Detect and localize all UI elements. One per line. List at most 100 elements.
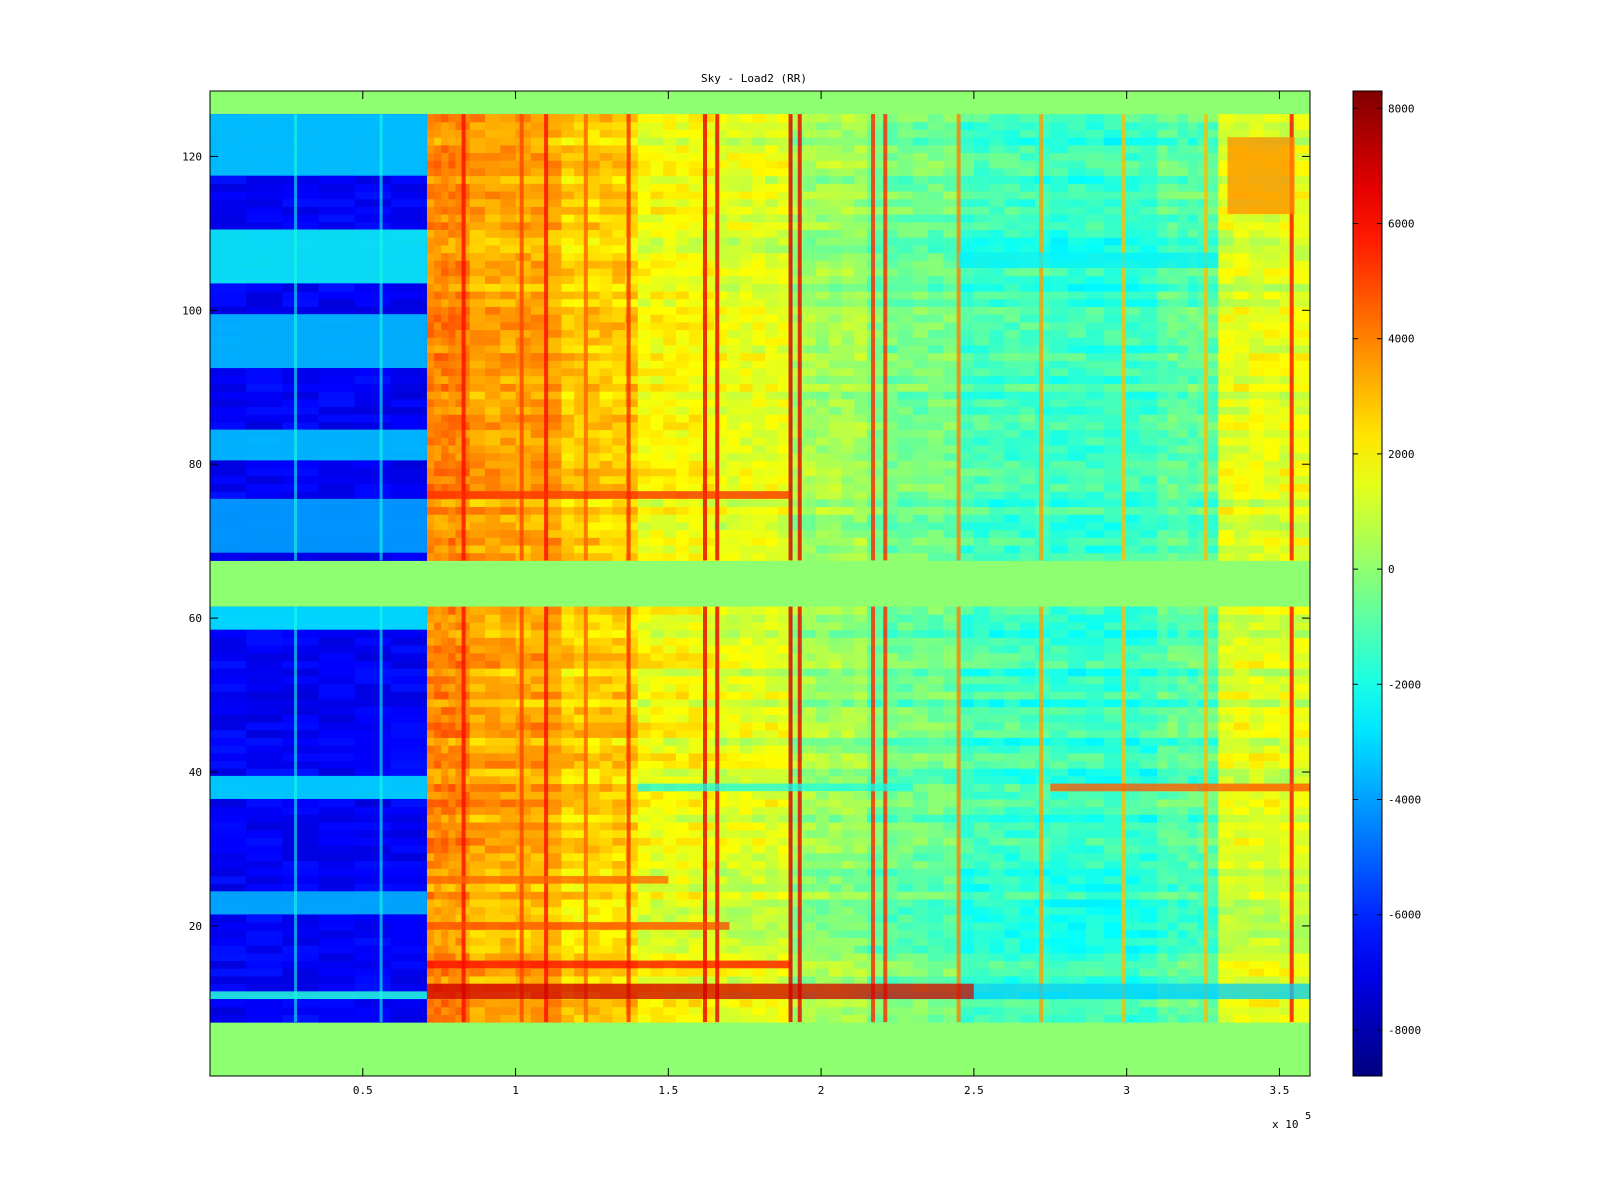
heatmap-cell [790, 1014, 804, 1023]
heatmap-cell [530, 937, 547, 946]
heatmap-cell [803, 1006, 817, 1015]
heatmap-cell [599, 652, 613, 661]
heatmap-cell [599, 937, 613, 946]
heatmap-cell [841, 860, 855, 869]
heatmap-cell [765, 868, 779, 877]
heatmap-cell [1218, 1006, 1235, 1015]
heatmap-cell [714, 683, 728, 692]
heatmap-cell [854, 714, 868, 723]
heatmap-cell [675, 768, 690, 777]
heatmap-cell [841, 852, 855, 862]
heatmap-cell [841, 729, 855, 738]
heatmap-cell [455, 498, 464, 508]
heatmap-cell [1085, 629, 1105, 638]
heatmap-cell [816, 906, 830, 915]
heatmap-cell [448, 937, 456, 946]
heatmap-cell [882, 899, 898, 908]
heatmap-cell [354, 737, 392, 746]
heatmap-cell [282, 929, 319, 938]
heatmap-cell [1157, 652, 1168, 661]
heatmap-cell [1004, 845, 1021, 854]
heatmap-cell [752, 914, 766, 923]
heatmap-cell [441, 468, 449, 477]
heatmap-cell [854, 960, 868, 969]
heatmap-cell [485, 1014, 501, 1023]
heatmap-cell [354, 691, 392, 700]
heatmap-cell [625, 498, 639, 508]
heatmap-cell [1264, 714, 1280, 723]
heatmap-cell [1050, 952, 1069, 962]
heatmap-cell [958, 960, 975, 969]
heatmap-cell [441, 752, 449, 761]
heatmap-cell [625, 737, 639, 746]
heatmap-cell [701, 822, 715, 831]
heatmap-cell [318, 983, 356, 992]
heatmap-cell [434, 729, 442, 738]
heatmap-cell [714, 691, 728, 700]
heatmap-cell [828, 798, 842, 808]
heatmap-cell [210, 798, 247, 808]
heatmap-cell [1218, 829, 1235, 838]
heatmap-cell [282, 952, 319, 962]
heatmap-cell [246, 483, 283, 492]
heatmap-cell [637, 822, 652, 831]
heatmap-cell [561, 668, 575, 677]
heatmap-cell [1103, 822, 1123, 831]
heatmap-cell [1177, 860, 1189, 869]
heatmap-cell [318, 852, 356, 862]
heatmap-cell [882, 645, 898, 654]
heatmap-cell [701, 975, 715, 985]
heatmap-cell [650, 1014, 664, 1023]
heatmap-cell [1103, 529, 1123, 538]
heatmap-cell [586, 460, 601, 469]
heatmap-cell [546, 768, 562, 777]
heatmap-cell [530, 621, 547, 631]
heatmap-cell [777, 775, 792, 785]
heatmap-cell [448, 783, 456, 792]
heatmap-cell [973, 529, 990, 538]
heatmap-cell [1085, 837, 1105, 846]
heatmap-cell [897, 814, 914, 823]
heatmap-cell [828, 521, 842, 531]
heatmap-cell [1068, 722, 1087, 731]
heatmap-cell [714, 475, 728, 484]
heatmap-cell [912, 722, 929, 731]
heatmap-cell [882, 875, 898, 885]
heatmap-cell [354, 975, 392, 985]
heatmap-cell [675, 460, 690, 469]
heatmap-cell [1085, 798, 1105, 808]
heatmap-cell [1264, 752, 1280, 761]
heatmap-cell [841, 768, 855, 777]
heatmap-cell [1248, 498, 1265, 508]
heatmap-cell [1279, 729, 1296, 738]
heatmap-cell [1264, 660, 1280, 669]
heatmap-cell [1208, 775, 1219, 785]
heatmap-cell [448, 652, 456, 661]
heatmap-cell [912, 883, 929, 892]
heatmap-cell [803, 645, 817, 654]
heatmap-cell [714, 468, 728, 477]
heatmap-cell [637, 452, 652, 461]
heatmap-cell [462, 775, 471, 785]
heatmap-cell [612, 437, 626, 446]
heatmap-cell [1187, 468, 1199, 477]
heatmap-cell [318, 837, 356, 846]
heatmap-cell [1218, 460, 1235, 469]
heatmap-cell [1233, 868, 1250, 877]
heatmap-cell [958, 460, 975, 469]
heatmap-cell [1264, 683, 1280, 692]
heatmap-cell [1167, 637, 1179, 646]
heatmap-cell [1068, 945, 1087, 954]
heatmap-cell [485, 691, 501, 700]
heatmap-cell [928, 552, 944, 561]
heatmap-cell [1177, 660, 1189, 669]
heatmap-cell [485, 760, 501, 769]
heatmap-cell [282, 745, 319, 754]
heatmap-cell [599, 437, 613, 446]
heatmap-cell [701, 706, 715, 715]
heatmap-cell [1121, 914, 1140, 923]
heatmap-cell [841, 875, 855, 885]
heatmap-cell [882, 752, 898, 761]
heatmap-cell [701, 691, 715, 700]
heatmap-cell [210, 1014, 247, 1023]
